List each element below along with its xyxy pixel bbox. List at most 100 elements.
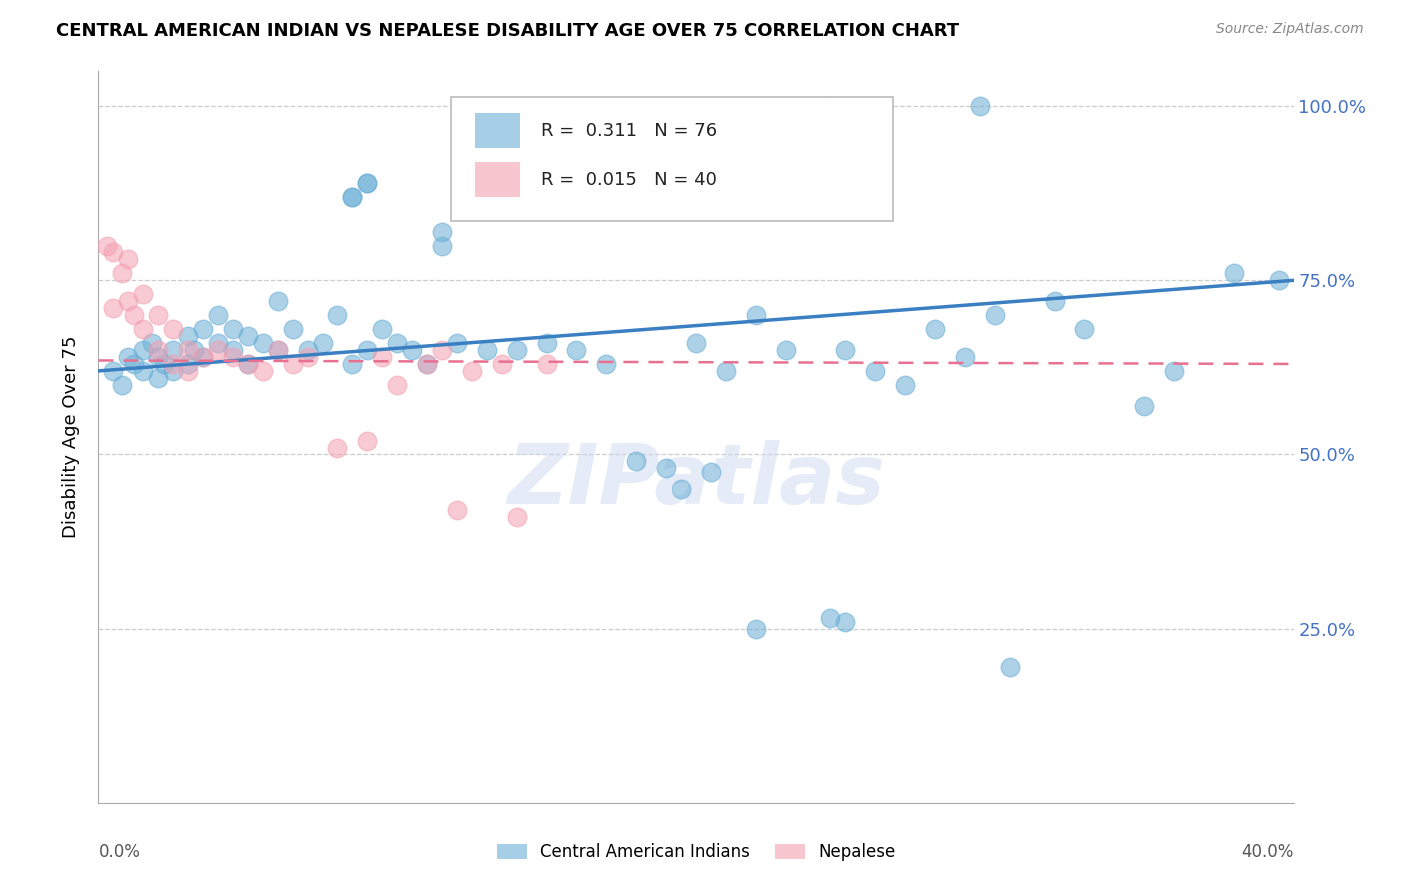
Point xyxy=(207,308,229,322)
Point xyxy=(969,99,991,113)
Point xyxy=(148,343,170,357)
Point xyxy=(1267,273,1289,287)
Point xyxy=(141,336,163,351)
Point xyxy=(183,343,205,357)
Point xyxy=(96,238,118,252)
Point xyxy=(236,357,259,371)
Point xyxy=(162,322,184,336)
Point xyxy=(236,329,259,343)
Point xyxy=(491,357,513,371)
Point xyxy=(222,343,245,357)
Text: R =  0.311   N = 76: R = 0.311 N = 76 xyxy=(541,121,717,140)
Point xyxy=(536,357,558,371)
Point xyxy=(416,357,439,371)
Point xyxy=(506,510,529,524)
Point xyxy=(685,336,707,351)
Point xyxy=(834,615,856,629)
Point xyxy=(1133,399,1156,413)
Point xyxy=(132,287,155,301)
Point xyxy=(111,266,134,280)
Point xyxy=(1043,294,1066,309)
Text: 40.0%: 40.0% xyxy=(1241,843,1294,861)
Point xyxy=(371,350,394,364)
Point xyxy=(326,308,349,322)
Point xyxy=(565,343,588,357)
Point xyxy=(148,350,170,364)
Point xyxy=(1223,266,1246,280)
Point xyxy=(177,329,200,343)
Point xyxy=(775,343,797,357)
Point xyxy=(281,357,304,371)
Point xyxy=(536,190,558,204)
Text: Source: ZipAtlas.com: Source: ZipAtlas.com xyxy=(1216,22,1364,37)
Point xyxy=(953,350,976,364)
Point xyxy=(385,377,409,392)
Point xyxy=(356,343,378,357)
Point xyxy=(669,483,692,497)
Point xyxy=(1163,364,1185,378)
Point xyxy=(111,377,134,392)
Point xyxy=(267,343,290,357)
Point xyxy=(103,301,125,316)
Point xyxy=(236,357,259,371)
Point xyxy=(103,245,125,260)
Point xyxy=(700,465,723,479)
Point xyxy=(745,622,768,636)
Legend: Central American Indians, Nepalese: Central American Indians, Nepalese xyxy=(489,837,903,868)
Point xyxy=(117,350,139,364)
Point xyxy=(430,343,453,357)
Point xyxy=(401,343,423,357)
Point xyxy=(267,343,290,357)
Text: ZIPatlas: ZIPatlas xyxy=(508,441,884,522)
Point xyxy=(1073,322,1095,336)
Point xyxy=(475,343,498,357)
Point xyxy=(132,322,155,336)
Point xyxy=(252,364,274,378)
Point xyxy=(191,322,214,336)
Text: 0.0%: 0.0% xyxy=(98,843,141,861)
Point xyxy=(132,364,155,378)
Point xyxy=(461,364,484,378)
Text: CENTRAL AMERICAN INDIAN VS NEPALESE DISABILITY AGE OVER 75 CORRELATION CHART: CENTRAL AMERICAN INDIAN VS NEPALESE DISA… xyxy=(56,22,959,40)
Point xyxy=(207,343,229,357)
Point xyxy=(191,350,214,364)
Point xyxy=(252,336,274,351)
Point xyxy=(714,364,737,378)
Point xyxy=(371,322,394,336)
Point xyxy=(153,357,176,371)
Point xyxy=(342,190,364,204)
Point xyxy=(117,294,139,309)
Point xyxy=(356,176,378,190)
Point xyxy=(446,336,468,351)
Point xyxy=(177,343,200,357)
Point xyxy=(311,336,333,351)
Point xyxy=(117,252,139,267)
Point xyxy=(267,294,290,309)
Point xyxy=(446,503,468,517)
Point xyxy=(281,322,304,336)
Point xyxy=(148,371,170,385)
Point xyxy=(984,308,1007,322)
Point xyxy=(536,190,558,204)
Point xyxy=(356,434,378,448)
Y-axis label: Disability Age Over 75: Disability Age Over 75 xyxy=(62,335,80,539)
Bar xyxy=(475,162,520,197)
Point xyxy=(162,357,184,371)
Point xyxy=(148,308,170,322)
Point xyxy=(820,99,842,113)
Point xyxy=(132,343,155,357)
Point xyxy=(536,336,558,351)
Point xyxy=(297,343,319,357)
Point xyxy=(924,322,946,336)
Point xyxy=(222,322,245,336)
Point xyxy=(177,364,200,378)
Bar xyxy=(475,113,520,148)
Point xyxy=(342,190,364,204)
Point xyxy=(745,308,768,322)
Point xyxy=(998,660,1021,674)
Point xyxy=(207,336,229,351)
Point xyxy=(655,461,678,475)
Point xyxy=(222,350,245,364)
Point xyxy=(162,364,184,378)
Point xyxy=(177,357,200,371)
